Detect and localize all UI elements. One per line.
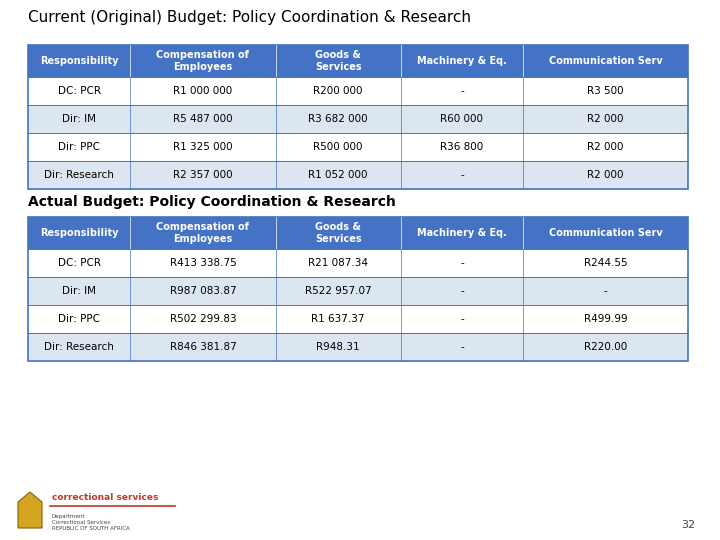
Bar — [28, 217, 688, 361]
Text: DC: PCR: DC: PCR — [58, 86, 101, 96]
Text: R987 083.87: R987 083.87 — [170, 286, 236, 296]
Text: -: - — [460, 314, 464, 324]
Text: Dir: IM: Dir: IM — [62, 286, 96, 296]
Bar — [28, 77, 688, 105]
Text: 32: 32 — [681, 520, 695, 530]
Text: Dir: Research: Dir: Research — [44, 342, 114, 352]
Text: R220.00: R220.00 — [584, 342, 627, 352]
Text: R244.55: R244.55 — [584, 258, 627, 268]
Text: Goods &
Services: Goods & Services — [315, 222, 361, 244]
Text: Machinery & Eq.: Machinery & Eq. — [417, 56, 507, 66]
Text: R2 357 000: R2 357 000 — [173, 170, 233, 180]
Bar — [28, 249, 688, 277]
Text: -: - — [603, 286, 608, 296]
Text: R522 957.07: R522 957.07 — [305, 286, 372, 296]
Text: Actual Budget: Policy Coordination & Research: Actual Budget: Policy Coordination & Res… — [28, 195, 396, 209]
Text: R21 087.34: R21 087.34 — [308, 258, 368, 268]
Bar — [28, 45, 688, 189]
Bar — [28, 277, 688, 305]
Bar — [28, 305, 688, 333]
Text: correctional services: correctional services — [52, 493, 158, 502]
Text: Compensation of
Employees: Compensation of Employees — [156, 50, 249, 72]
Text: Dir: Research: Dir: Research — [44, 170, 114, 180]
Text: Communication Serv: Communication Serv — [549, 56, 662, 66]
Bar — [28, 133, 688, 161]
Text: R1 052 000: R1 052 000 — [308, 170, 368, 180]
Text: R200 000: R200 000 — [313, 86, 363, 96]
Text: R413 338.75: R413 338.75 — [169, 258, 236, 268]
Text: R1 000 000: R1 000 000 — [174, 86, 233, 96]
Bar — [28, 161, 688, 189]
Text: Responsibility: Responsibility — [40, 56, 118, 66]
Text: -: - — [460, 170, 464, 180]
Text: R846 381.87: R846 381.87 — [169, 342, 236, 352]
Text: R5 487 000: R5 487 000 — [173, 114, 233, 124]
Text: Department
Correctional Services
REPUBLIC OF SOUTH AFRICA: Department Correctional Services REPUBLI… — [52, 514, 130, 531]
Text: Dir: PPC: Dir: PPC — [58, 142, 100, 152]
Text: Machinery & Eq.: Machinery & Eq. — [417, 228, 507, 238]
Text: R2 000: R2 000 — [588, 170, 624, 180]
Text: Current (Original) Budget: Policy Coordination & Research: Current (Original) Budget: Policy Coordi… — [28, 10, 471, 25]
Text: Dir: PPC: Dir: PPC — [58, 314, 100, 324]
Bar — [28, 105, 688, 133]
Text: R36 800: R36 800 — [441, 142, 484, 152]
Text: R502 299.83: R502 299.83 — [170, 314, 236, 324]
Text: R3 500: R3 500 — [588, 86, 624, 96]
Text: Dir: IM: Dir: IM — [62, 114, 96, 124]
Text: -: - — [460, 258, 464, 268]
Text: DC: PCR: DC: PCR — [58, 258, 101, 268]
Polygon shape — [18, 492, 42, 528]
Text: R60 000: R60 000 — [441, 114, 483, 124]
Text: -: - — [460, 286, 464, 296]
Text: R2 000: R2 000 — [588, 114, 624, 124]
Text: -: - — [460, 86, 464, 96]
Text: Communication Serv: Communication Serv — [549, 228, 662, 238]
Bar — [28, 333, 688, 361]
Text: -: - — [460, 342, 464, 352]
Text: Compensation of
Employees: Compensation of Employees — [156, 222, 249, 244]
Bar — [28, 45, 688, 77]
Bar — [28, 217, 688, 249]
Text: Goods &
Services: Goods & Services — [315, 50, 361, 72]
Text: Responsibility: Responsibility — [40, 228, 118, 238]
Text: R500 000: R500 000 — [313, 142, 363, 152]
Text: R3 682 000: R3 682 000 — [308, 114, 368, 124]
Text: R948.31: R948.31 — [316, 342, 360, 352]
Text: R1 325 000: R1 325 000 — [173, 142, 233, 152]
Text: R499.99: R499.99 — [584, 314, 627, 324]
Text: R1 637.37: R1 637.37 — [312, 314, 365, 324]
Text: R2 000: R2 000 — [588, 142, 624, 152]
